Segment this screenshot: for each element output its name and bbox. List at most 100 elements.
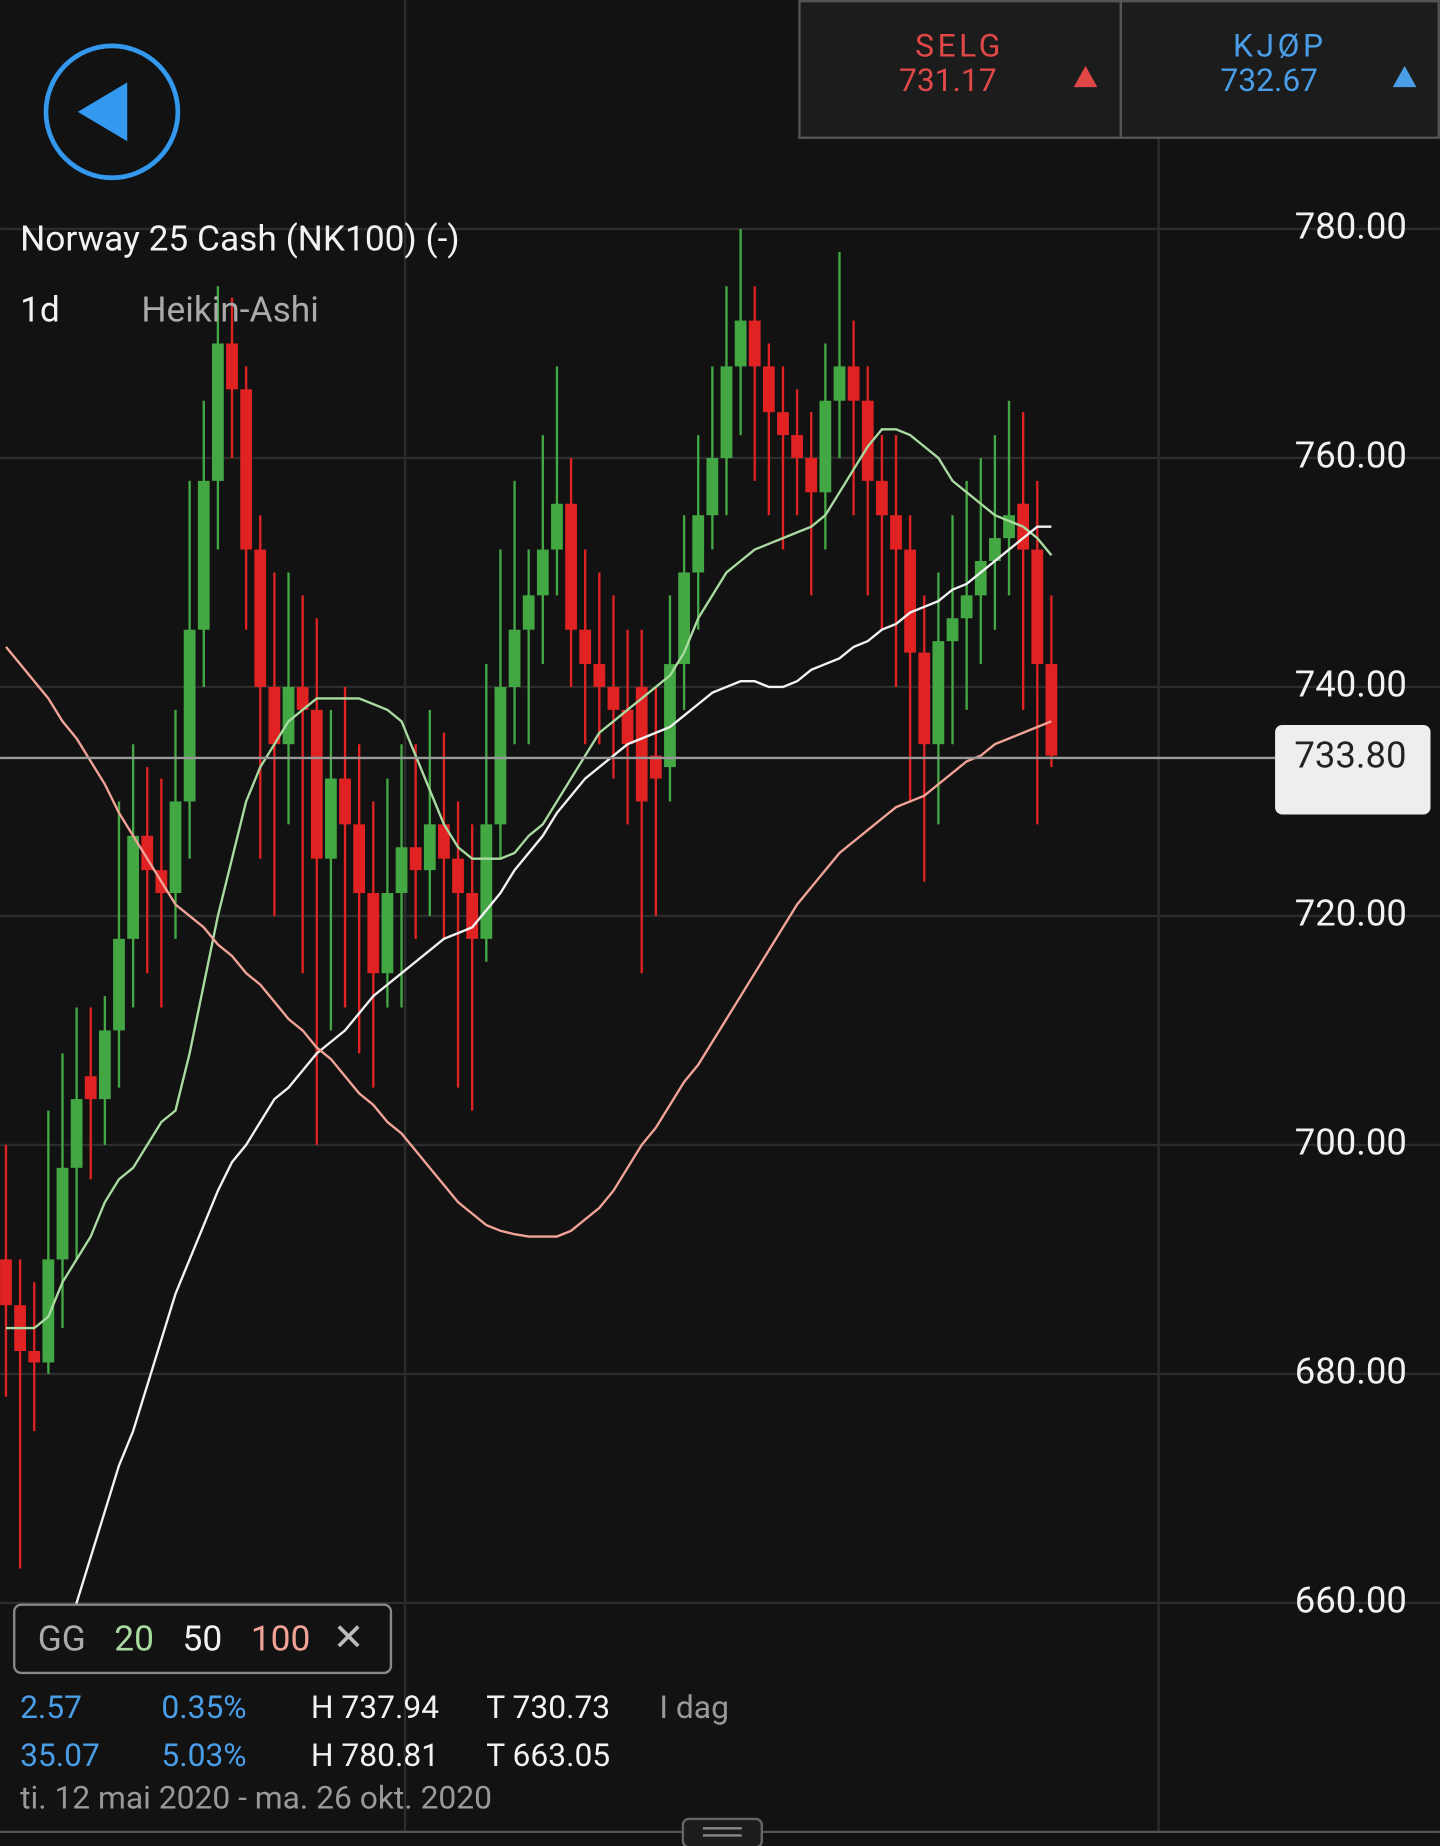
y-tick-label: 660.00	[1295, 1579, 1407, 1622]
sell-button[interactable]	[798, 0, 1123, 139]
back-button[interactable]	[43, 43, 181, 181]
candle-body	[226, 343, 238, 390]
moving-average-line	[5, 428, 1053, 1330]
candle-body	[1045, 664, 1058, 756]
moving-average-line	[61, 525, 1052, 1638]
candle-body	[664, 664, 676, 768]
candle-body	[974, 561, 987, 596]
candle-body	[56, 1167, 69, 1260]
candle-body	[565, 503, 577, 630]
y-tick-label: 720.00	[1295, 892, 1407, 935]
stat-high: H 780.81	[311, 1737, 439, 1774]
candle-body	[395, 847, 408, 894]
legend-entry[interactable]: 50	[183, 1617, 223, 1659]
legend-title: GG	[38, 1617, 86, 1659]
y-tick-label: 760.00	[1295, 434, 1407, 477]
candle-body	[423, 824, 436, 871]
buy-label: KJØP	[1233, 28, 1326, 65]
drag-handle[interactable]	[681, 1817, 763, 1846]
candle-body	[84, 1076, 97, 1100]
candle-body	[1031, 549, 1044, 665]
candle-body	[508, 629, 521, 687]
candle-body	[960, 595, 973, 619]
candle-body	[748, 320, 761, 367]
candle-body	[325, 778, 337, 859]
y-tick-label: 700.00	[1295, 1121, 1407, 1164]
candle-body	[706, 457, 719, 516]
candle-body	[353, 824, 366, 894]
candle-body	[734, 320, 747, 367]
candle-body	[593, 664, 606, 687]
candle-body	[551, 503, 563, 550]
sell-price: 731.17	[899, 62, 997, 99]
candle-body	[0, 1259, 12, 1306]
candle-body	[946, 618, 959, 642]
candle-body	[918, 652, 931, 745]
candle-body	[211, 343, 224, 481]
candle-body	[989, 538, 1001, 562]
buy-button[interactable]	[1119, 0, 1440, 139]
legend-entry[interactable]: 20	[114, 1617, 154, 1659]
candle-body	[522, 595, 535, 630]
candle-body	[70, 1099, 83, 1168]
legend-box	[13, 1603, 393, 1675]
candle-body	[791, 435, 803, 458]
candle-body	[805, 457, 818, 493]
stat-low: T 663.05	[486, 1737, 610, 1774]
current-price-box	[1275, 724, 1431, 815]
candle-body	[339, 778, 351, 825]
sell-arrow	[1073, 65, 1098, 88]
candle-body	[282, 686, 295, 745]
stat-high: H 737.94	[311, 1689, 439, 1726]
y-tick-label: 740.00	[1295, 663, 1407, 706]
stat-low: T 730.73	[486, 1689, 610, 1726]
candle-body	[98, 1030, 111, 1100]
plot: 660.00 680.00 700.00 720.00 740.00 760.00 780.…	[0, 205, 1431, 1638]
chart-title: Norway 25 Cash (NK100) (-)	[20, 218, 460, 260]
candle-body	[904, 549, 917, 653]
candle-body	[875, 480, 888, 516]
candle-body	[861, 400, 874, 481]
candle-body	[42, 1259, 55, 1363]
candle-body	[367, 893, 380, 974]
stat-change: 35.07	[20, 1737, 100, 1774]
candle-body	[692, 515, 705, 573]
candle-body	[296, 686, 309, 710]
candle-body	[777, 412, 789, 436]
candle-body	[762, 366, 775, 413]
chart-style[interactable]: Heikin-Ashi	[141, 288, 318, 330]
candle-body	[635, 686, 648, 802]
candle-body	[649, 755, 662, 779]
candle-body	[932, 641, 945, 745]
candle-body	[607, 686, 620, 710]
candle-body	[480, 824, 493, 939]
interval[interactable]: 1d	[20, 288, 60, 330]
sell-label: SELG	[915, 28, 1004, 65]
candle-body	[579, 629, 592, 665]
candle-body	[409, 847, 422, 871]
candle-body	[1003, 515, 1015, 539]
legend-entry[interactable]: 100	[251, 1617, 311, 1659]
candle-body	[452, 858, 464, 894]
candle-body	[197, 480, 210, 630]
legend-close[interactable]: ✕	[333, 1616, 365, 1660]
stat-percent: 0.35%	[161, 1689, 246, 1726]
back-icon	[77, 82, 128, 142]
candle-body	[141, 835, 154, 871]
buy-arrow	[1392, 65, 1417, 88]
candle-body	[536, 549, 549, 596]
stat-change: 2.57	[20, 1689, 82, 1726]
moving-average-line	[5, 646, 1052, 1238]
candle-body	[169, 801, 182, 894]
candle-body	[268, 686, 281, 745]
candle-body	[254, 549, 267, 687]
stat-percent: 5.03%	[161, 1737, 246, 1774]
candle-body	[28, 1351, 41, 1363]
candle-body	[678, 572, 690, 665]
legend: 20 50 100	[114, 1617, 310, 1659]
